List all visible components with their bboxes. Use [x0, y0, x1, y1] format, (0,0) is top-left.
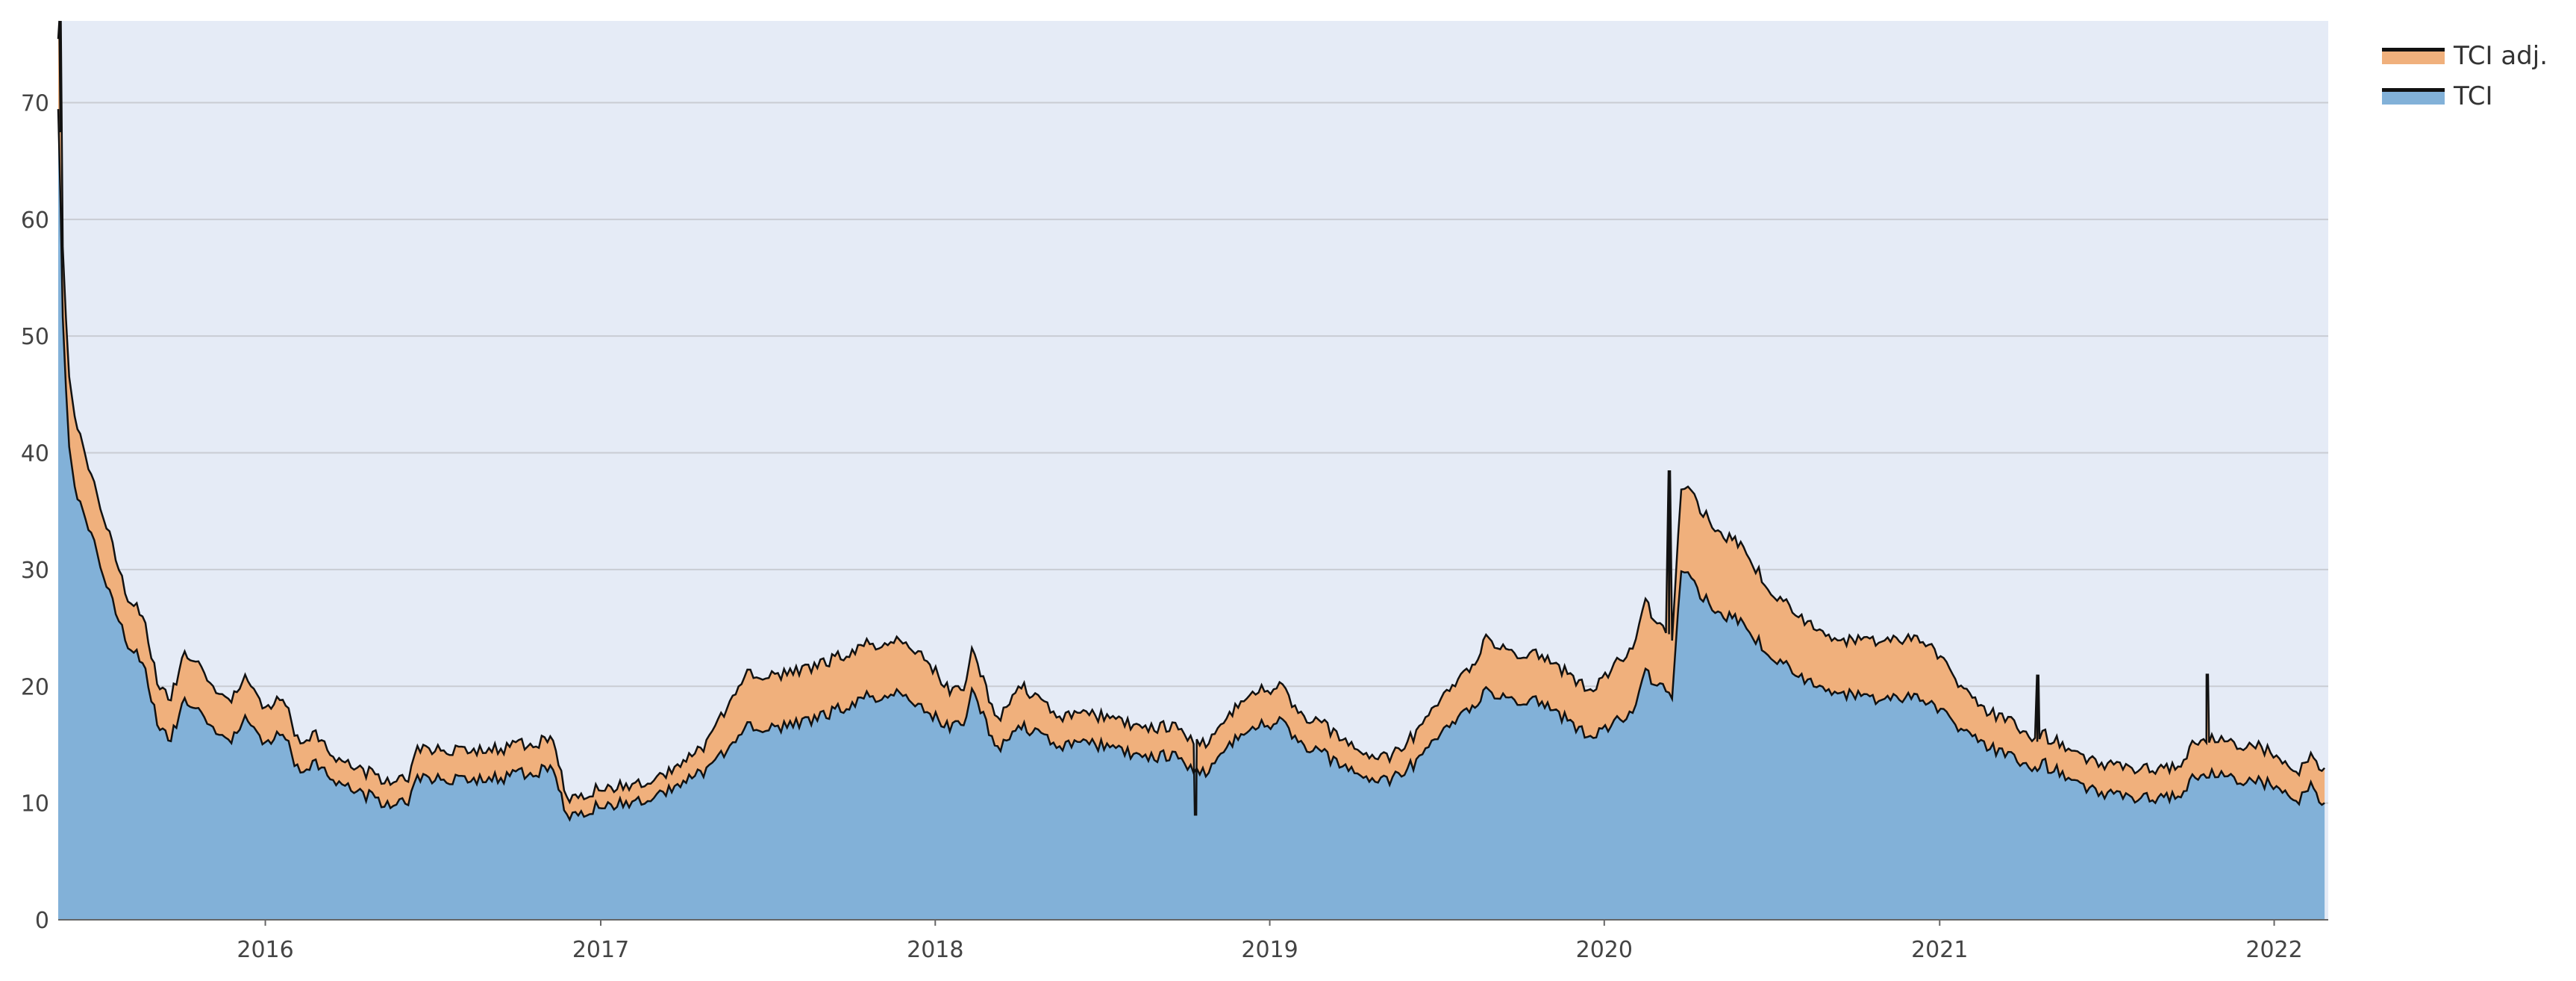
x-tick-label: 2021: [1911, 937, 1968, 963]
y-tick-label: 10: [21, 791, 49, 818]
legend-swatch-tci-adj: [2382, 48, 2445, 64]
y-tick-label: 20: [21, 674, 49, 700]
area-tci: [58, 109, 2325, 921]
line-tci: [57, 109, 2325, 822]
x-tick-label: 2017: [572, 937, 629, 963]
x-tick-label: 2018: [907, 937, 963, 963]
x-axis-ticks: 2016 2017 2018 2019 2020 2021 2022: [237, 920, 2303, 963]
legend-label-tci: TCI: [2454, 81, 2493, 111]
y-tick-label: 0: [35, 908, 49, 934]
y-tick-label: 60: [21, 208, 49, 234]
legend-swatch-tci: [2382, 88, 2445, 105]
x-tick-label: 2016: [237, 937, 293, 963]
x-tick-label: 2019: [1241, 937, 1298, 963]
y-tick-label: 50: [21, 324, 49, 350]
x-tick-label: 2022: [2245, 937, 2302, 963]
y-tick-label: 70: [21, 90, 49, 116]
x-tick-label: 2020: [1576, 937, 1633, 963]
area-series: [57, 20, 2326, 921]
y-tick-label: 40: [21, 441, 49, 467]
line-tci-adj: [57, 20, 2326, 816]
y-tick-label: 30: [21, 558, 49, 584]
area-tci-adj: [58, 21, 2325, 820]
legend-item-tci[interactable]: TCI: [2382, 79, 2548, 113]
legend: TCI adj. TCI: [2382, 39, 2548, 119]
y-axis-ticks: 0 10 20 30 40 50 60 70: [21, 90, 49, 934]
legend-label-tci-adj: TCI adj.: [2454, 41, 2548, 71]
legend-item-tci-adj[interactable]: TCI adj.: [2382, 39, 2548, 73]
